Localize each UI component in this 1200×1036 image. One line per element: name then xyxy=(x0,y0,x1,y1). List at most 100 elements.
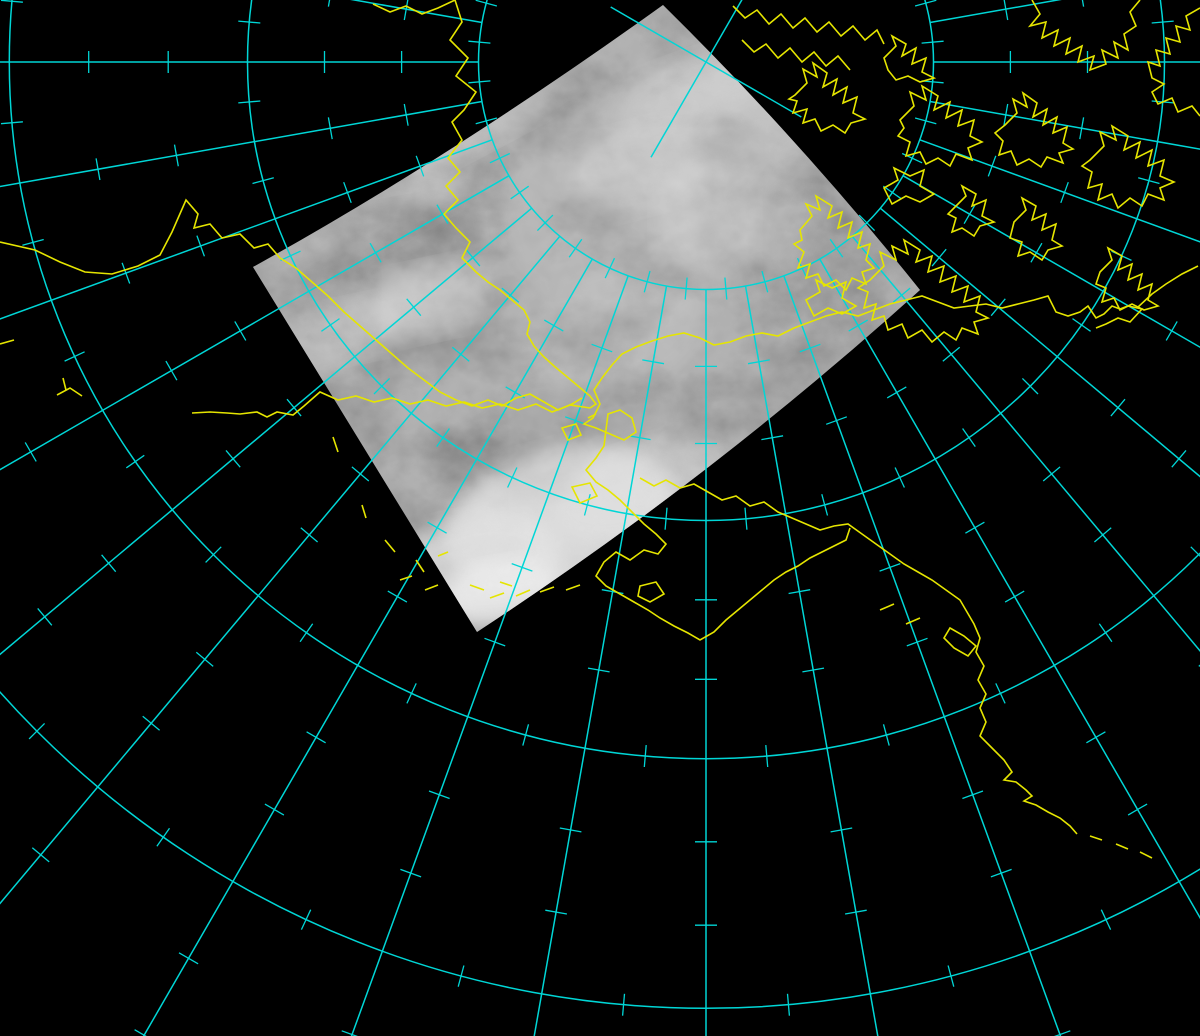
latitude-circle-tick xyxy=(1072,318,1091,332)
meridian-tick xyxy=(37,607,53,626)
pole-meridian-stub xyxy=(610,6,707,63)
coastline-aleutian-dash-4 xyxy=(499,581,513,587)
meridian-tick xyxy=(400,868,422,878)
meridian-tick xyxy=(300,527,319,543)
latitude-circle-tick xyxy=(744,507,748,530)
latitude-circle-tick xyxy=(765,745,769,768)
coastline-aleutian-dash-1 xyxy=(415,559,425,573)
latitude-circle-tick xyxy=(1021,377,1039,395)
coastline-chukotka-south-coast xyxy=(191,391,591,418)
coastline-aleutian-dash-3 xyxy=(469,584,485,591)
meridian-tick xyxy=(501,287,520,303)
pole-meridian-stub xyxy=(705,61,802,118)
pole-meridian-stub xyxy=(650,61,707,158)
meridian-tick xyxy=(848,319,869,332)
meridian-tick xyxy=(788,589,811,595)
meridian-line xyxy=(929,100,1200,150)
meridian-line xyxy=(744,285,879,1036)
latitude-circle-tick xyxy=(0,121,23,125)
meridian-tick xyxy=(963,204,976,225)
meridian-tick xyxy=(306,731,326,744)
coastline-kamchatka-dash-1 xyxy=(332,436,339,453)
meridian-tick xyxy=(830,827,853,833)
meridian-tick xyxy=(484,637,506,647)
meridian-tick xyxy=(1042,466,1061,482)
meridian-tick xyxy=(543,319,564,332)
coastline-kamchatka-dash-2 xyxy=(361,504,367,519)
coastline-bathurst-island xyxy=(993,91,1075,169)
latitude-circle-tick xyxy=(22,238,44,246)
pole-meridian-stub xyxy=(705,0,743,63)
coastline-diomede-dash xyxy=(587,413,597,419)
meridian-tick xyxy=(825,416,848,425)
latitude-circle-tick xyxy=(962,428,976,447)
meridian-tick xyxy=(351,466,370,482)
meridian-tick xyxy=(642,359,665,365)
latitude-circle-tick xyxy=(664,507,668,530)
latitude-circle-tick xyxy=(468,80,491,84)
meridian-tick xyxy=(1003,103,1009,126)
coastline-siberia-top-edge xyxy=(372,0,456,15)
meridian-tick xyxy=(327,0,331,7)
coastline-aleutian-dash-6 xyxy=(515,589,531,597)
latitude-circle-tick xyxy=(536,214,554,232)
meridian-tick xyxy=(1086,731,1106,744)
coastline-greenland-coast xyxy=(1146,7,1200,117)
latitude-circle-tick xyxy=(643,270,651,293)
meridian-tick xyxy=(1127,803,1148,816)
latitude-circle-tick xyxy=(786,993,791,1016)
latitude-circle-tick xyxy=(914,0,937,7)
meridian-tick xyxy=(436,204,449,225)
coastline-chukotka-north-coast xyxy=(0,198,583,411)
coastline-alaska-south-coast xyxy=(639,477,1078,835)
latitude-circle-tick xyxy=(947,965,955,987)
coastline-kamchatka-dash-5 xyxy=(424,584,439,591)
meridian-tick xyxy=(427,521,447,534)
meridian-tick xyxy=(1004,590,1025,603)
meridian-tick xyxy=(965,521,985,534)
meridian-tick xyxy=(1081,0,1085,7)
coastline-ellesmere-coast xyxy=(1027,0,1141,72)
meridian-tick xyxy=(747,359,770,365)
coastline-chukotka-tail-dash xyxy=(56,387,83,397)
meridian-tick xyxy=(142,715,161,731)
meridian-tick xyxy=(886,386,907,399)
meridian-tick xyxy=(1054,1030,1071,1036)
meridian-tick xyxy=(343,181,352,204)
coastline-st-lawrence-island xyxy=(570,482,599,505)
meridian-tick xyxy=(234,321,247,341)
latitude-circle-tick xyxy=(921,40,944,44)
coastline-north-america-arctic-coast xyxy=(611,295,1144,366)
meridian-tick xyxy=(591,343,613,353)
latitude-circle-tick xyxy=(475,0,498,7)
coastline-seward-norton-coast xyxy=(582,364,851,641)
meridian-tick xyxy=(906,637,928,647)
coastline-se-alaska-dash-3 xyxy=(1139,851,1153,859)
meridian-tick xyxy=(990,868,1012,878)
latitude-circle-tick xyxy=(252,177,274,185)
meridian-tick xyxy=(1165,321,1178,341)
meridian-tick xyxy=(101,554,117,573)
coastline-kamchatka-dash-3 xyxy=(384,539,396,553)
coastline-small-island-c xyxy=(1009,196,1064,262)
meridian-tick xyxy=(341,1030,358,1036)
meridian-tick xyxy=(802,667,825,673)
meridian-tick xyxy=(1060,181,1069,204)
meridian-tick xyxy=(601,589,624,595)
latitude-circle-tick xyxy=(995,683,1006,704)
meridian-tick xyxy=(428,790,450,800)
meridian-line xyxy=(879,207,1200,478)
latitude-circle-tick xyxy=(761,270,769,293)
latitude-circle-tick xyxy=(205,546,222,563)
meridian-tick xyxy=(879,562,901,572)
meridian-tick xyxy=(121,262,131,284)
latitude-circle-tick xyxy=(373,377,391,395)
coastline-banks-island xyxy=(792,194,876,292)
coastline-nunivak-island xyxy=(637,581,666,603)
meridian-line xyxy=(819,258,1200,920)
meridian-line xyxy=(533,285,668,1036)
meridian-tick xyxy=(451,346,470,362)
coastline-left-edge-dash xyxy=(0,339,15,345)
